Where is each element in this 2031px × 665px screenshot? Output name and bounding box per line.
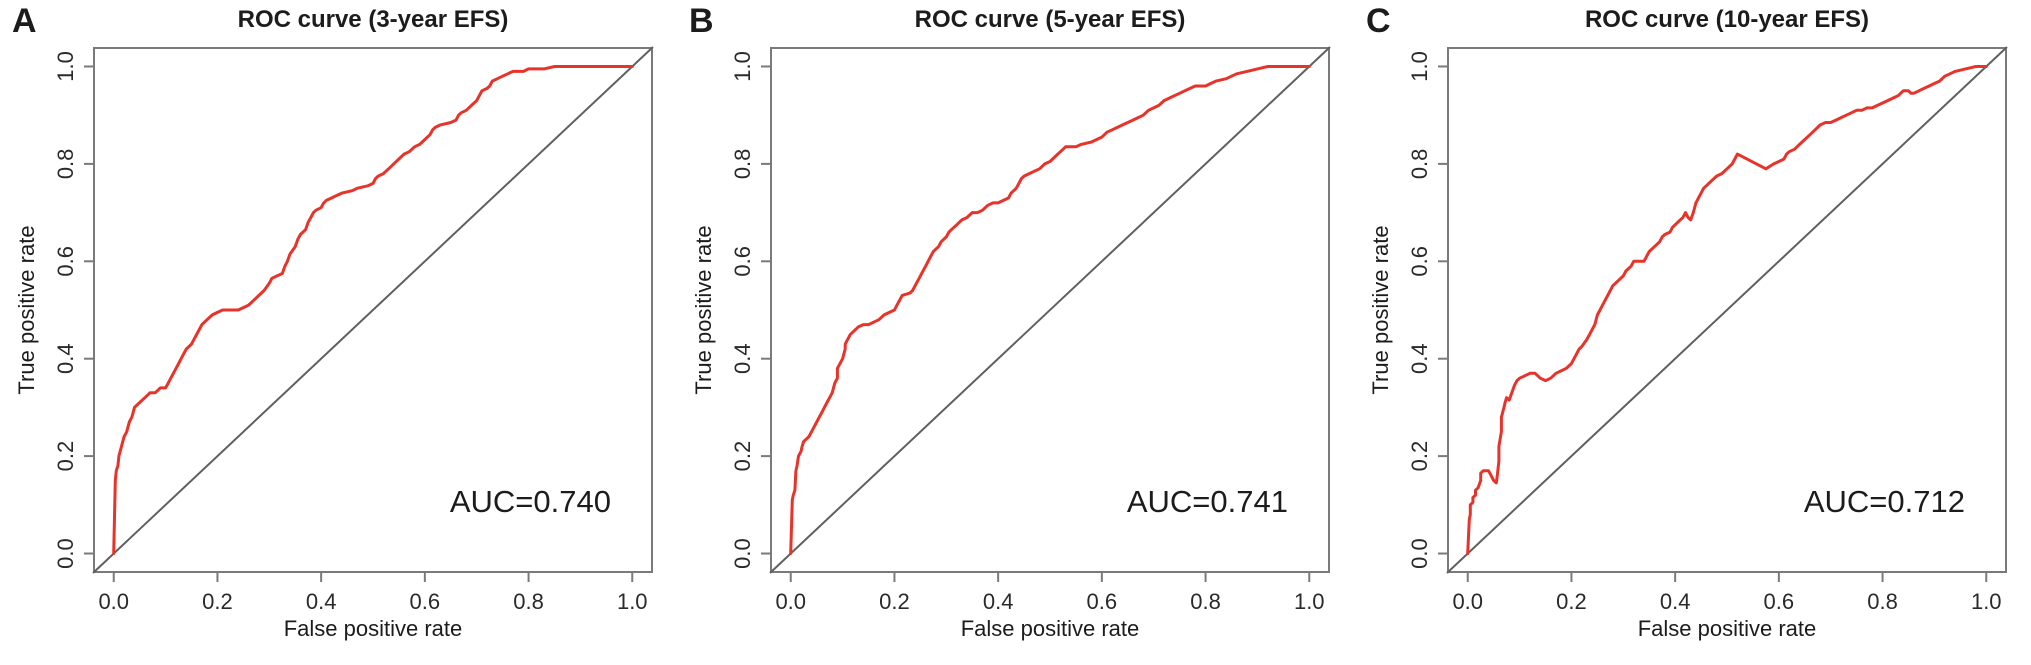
y-tick-label: 0.2 — [1407, 441, 1432, 472]
chart-title: ROC curve (10-year EFS) — [1584, 6, 1870, 33]
y-tick-label: 0.6 — [730, 246, 755, 277]
y-tick-label: 0.4 — [53, 343, 78, 374]
reference-diagonal — [1446, 46, 2008, 574]
x-tick-label: 0.8 — [513, 589, 544, 614]
reference-diagonal — [92, 46, 654, 574]
y-axis-label: True positive rate — [691, 225, 716, 395]
x-tick-label: 0.4 — [983, 589, 1014, 614]
x-tick-label: 1.0 — [1294, 589, 1325, 614]
roc-plot: 0.0 0.2 0.4 0.6 0.8 1.0 0.0 0.2 0.4 0.6 0.8 1.0 — [730, 46, 1331, 614]
x-tick-label: 0.6 — [1764, 589, 1795, 614]
roc-panel-b: B ROC curve (5-year EFS) True positive r… — [677, 0, 1354, 665]
reference-diagonal — [769, 46, 1331, 574]
panel-label-b: B — [689, 2, 714, 40]
y-axis-label: True positive rate — [14, 225, 39, 395]
x-axis-label: False positive rate — [960, 616, 1140, 641]
x-tick-label: 0.2 — [1556, 589, 1587, 614]
y-tick-label: 0.8 — [1407, 149, 1432, 180]
roc-curve — [789, 65, 1311, 555]
y-tick-label: 0.6 — [53, 246, 78, 277]
y-tick-label: 0.0 — [730, 538, 755, 569]
x-tick-label: 0.8 — [1190, 589, 1221, 614]
x-tick-label: 0.8 — [1867, 589, 1898, 614]
roc-panel-c: C ROC curve (10-year EFS) True positive … — [1354, 0, 2031, 665]
roc-plot: 0.0 0.2 0.4 0.6 0.8 1.0 0.0 0.2 0.4 0.6 0.8 1.0 — [1407, 46, 2008, 614]
y-tick-label: 0.6 — [1407, 246, 1432, 277]
roc-plot: 0.0 0.2 0.4 0.6 0.8 1.0 0.0 0.2 0.4 0.6 0.8 1.0 — [53, 46, 654, 614]
y-tick-label: 0.4 — [730, 343, 755, 374]
roc-panel-a: A ROC curve (3-year EFS) True positive r… — [0, 0, 677, 665]
chart-title: ROC curve (5-year EFS) — [914, 6, 1186, 33]
x-tick-label: 1.0 — [617, 589, 648, 614]
auc-annotation: AUC=0.741 — [1126, 484, 1288, 519]
x-tick-label: 0.4 — [306, 589, 337, 614]
x-tick-label: 0.0 — [1452, 589, 1483, 614]
x-axis-label: False positive rate — [283, 616, 463, 641]
auc-annotation: AUC=0.712 — [1803, 484, 1965, 519]
y-tick-label: 0.2 — [730, 441, 755, 472]
y-tick-label: 0.8 — [730, 149, 755, 180]
y-tick-label: 1.0 — [730, 51, 755, 82]
x-tick-label: 0.6 — [1087, 589, 1118, 614]
y-tick-label: 0.0 — [53, 538, 78, 569]
y-tick-label: 0.8 — [53, 149, 78, 180]
x-tick-label: 0.6 — [410, 589, 441, 614]
roc-curve — [112, 65, 634, 555]
x-tick-label: 0.2 — [879, 589, 910, 614]
auc-annotation: AUC=0.740 — [449, 484, 611, 519]
y-tick-label: 1.0 — [1407, 51, 1432, 82]
x-tick-label: 0.4 — [1660, 589, 1691, 614]
y-tick-label: 0.0 — [1407, 538, 1432, 569]
y-tick-label: 0.2 — [53, 441, 78, 472]
chart-title: ROC curve (3-year EFS) — [237, 6, 509, 33]
x-axis-label: False positive rate — [1637, 616, 1817, 641]
x-tick-label: 0.0 — [98, 589, 129, 614]
x-tick-label: 0.0 — [775, 589, 806, 614]
plot-border — [93, 47, 653, 573]
y-tick-label: 0.4 — [1407, 343, 1432, 374]
plot-border — [1447, 47, 2007, 573]
panel-label-c: C — [1366, 2, 1391, 40]
plot-border — [770, 47, 1330, 573]
x-tick-label: 0.2 — [202, 589, 233, 614]
panel-label-a: A — [12, 2, 37, 40]
y-tick-label: 1.0 — [53, 51, 78, 82]
roc-curve — [1466, 65, 1988, 555]
y-axis-label: True positive rate — [1368, 225, 1393, 395]
x-tick-label: 1.0 — [1971, 589, 2002, 614]
